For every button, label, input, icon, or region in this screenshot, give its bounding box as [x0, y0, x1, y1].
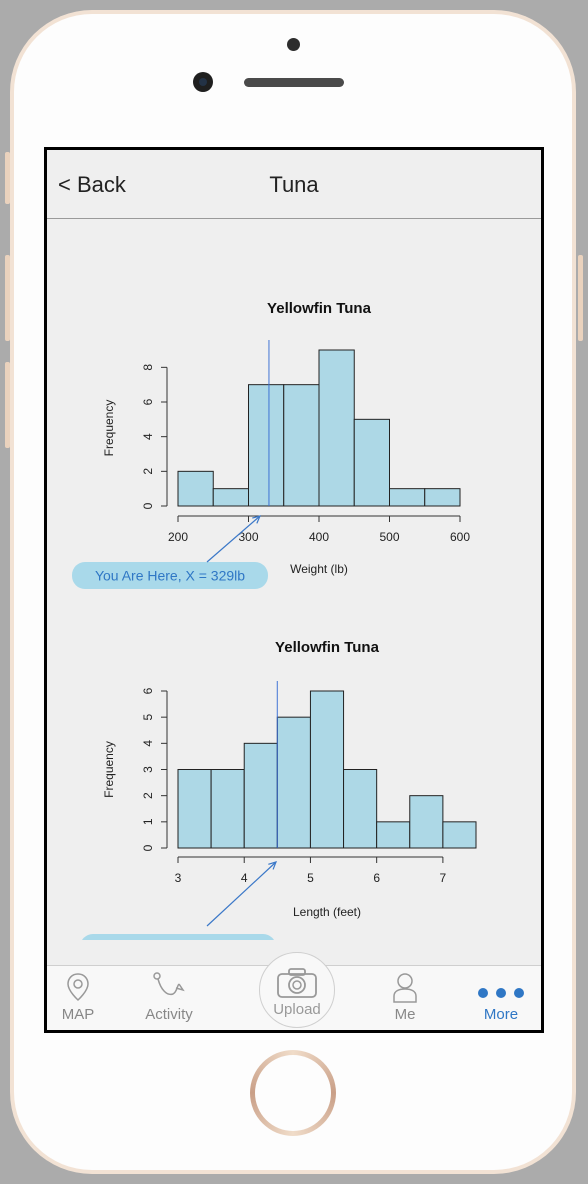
y-tick-label: 4	[141, 740, 155, 747]
length-histogram: Yellowfin Tuna 0 1 2 3 4 5 6 3 4 5 6 7 Length (feet) F…	[82, 639, 477, 941]
histogram-bar	[210, 769, 245, 849]
annotation-arrowhead	[268, 861, 278, 870]
histogram-bar	[389, 488, 426, 507]
x-axis-label: Length (feet)	[293, 905, 361, 919]
histogram-bar	[212, 488, 249, 507]
y-axis-label: Frequency	[102, 741, 116, 798]
page-title: Tuna	[269, 172, 319, 197]
histogram-bar	[343, 769, 378, 849]
tab-more-label: More	[483, 1006, 519, 1023]
x-tick-label: 4	[241, 871, 248, 885]
y-tick-label: 3	[141, 766, 155, 773]
y-tick-label: 8	[141, 364, 155, 371]
power-button	[578, 255, 583, 341]
x-tick-label: 300	[238, 530, 258, 544]
screen: < Back Tuna Yellowfin Tuna 0 2 4 6 8 200 300 400…	[44, 147, 544, 1033]
tab-upload[interactable]: Upload	[259, 952, 335, 1028]
y-axis-label: Frequency	[102, 400, 116, 457]
navigation-bar: < Back Tuna	[47, 150, 541, 219]
map-pin-icon	[67, 973, 89, 1002]
tab-upload-label: Upload	[273, 1001, 321, 1018]
app-view: < Back Tuna Yellowfin Tuna 0 2 4 6 8 200 300 400…	[47, 150, 541, 1030]
home-button[interactable]	[250, 1050, 336, 1136]
chart-title: Yellowfin Tuna	[275, 639, 380, 656]
histogram-bar	[409, 795, 444, 849]
histogram-bar	[318, 349, 355, 507]
y-tick-label: 2	[141, 792, 155, 799]
back-button[interactable]: < Back	[58, 172, 126, 197]
x-tick-label: 500	[379, 530, 399, 544]
person-icon	[393, 973, 417, 1003]
y-tick-label: 0	[141, 502, 155, 509]
weight-histogram: Yellowfin Tuna 0 2 4 6 8 200 300 400 500 600 Weight…	[72, 300, 470, 589]
more-dots-icon	[474, 985, 528, 998]
y-tick-label: 6	[141, 687, 155, 694]
proximity-sensor	[287, 38, 300, 51]
annotation-text: You Are Here, X = 4.5 Feet	[94, 940, 261, 941]
volume-up-button	[5, 255, 10, 341]
y-tick-label: 2	[141, 468, 155, 475]
annotation-bubble	[72, 562, 268, 589]
histogram-bar	[243, 742, 278, 849]
histogram-bar	[376, 821, 411, 849]
annotation-arrowhead	[252, 515, 262, 524]
annotation-arrow	[206, 861, 277, 927]
tab-bar: MAP Activity Upload	[47, 952, 541, 1030]
x-tick-label: 5	[307, 871, 314, 885]
y-tick-label: 4	[141, 433, 155, 440]
activity-icon	[153, 972, 185, 996]
x-tick-label: 3	[175, 871, 182, 885]
tab-me-label: Me	[394, 1006, 416, 1023]
annotation-bubble	[82, 934, 274, 940]
y-tick-label: 0	[141, 844, 155, 851]
x-tick-label: 400	[309, 530, 329, 544]
camera-icon	[277, 968, 317, 998]
x-tick-label: 600	[450, 530, 470, 544]
y-tick-label: 1	[141, 818, 155, 825]
x-tick-label: 200	[168, 530, 188, 544]
histogram-bar	[353, 418, 390, 507]
histogram-bar	[177, 470, 214, 507]
tab-activity[interactable]: Activity	[129, 966, 209, 1030]
earpiece-speaker	[244, 78, 344, 87]
y-tick-label: 5	[141, 714, 155, 721]
histogram-bar	[283, 384, 320, 507]
x-tick-label: 6	[373, 871, 380, 885]
annotation-arrow	[206, 515, 261, 563]
tab-more[interactable]: More	[461, 966, 541, 1030]
x-axis-label: Weight (lb)	[290, 562, 348, 576]
chart-title: Yellowfin Tuna	[267, 300, 372, 317]
front-camera	[193, 72, 213, 92]
volume-down-button	[5, 362, 10, 448]
histogram-bar	[309, 690, 345, 849]
x-tick-label: 7	[440, 871, 447, 885]
histogram-bar	[442, 821, 477, 849]
histogram-bar	[424, 488, 461, 507]
tab-map[interactable]: MAP	[47, 966, 118, 1030]
histogram-bar	[248, 384, 285, 507]
tab-map-label: MAP	[61, 1006, 95, 1023]
histogram-bar	[177, 769, 212, 849]
histogram-bar	[276, 716, 311, 849]
tab-me[interactable]: Me	[365, 966, 445, 1030]
y-tick-label: 6	[141, 398, 155, 405]
mute-switch	[5, 152, 10, 204]
tab-activity-label: Activity	[145, 1006, 193, 1023]
annotation-text: You Are Here, X = 329lb	[95, 568, 245, 584]
